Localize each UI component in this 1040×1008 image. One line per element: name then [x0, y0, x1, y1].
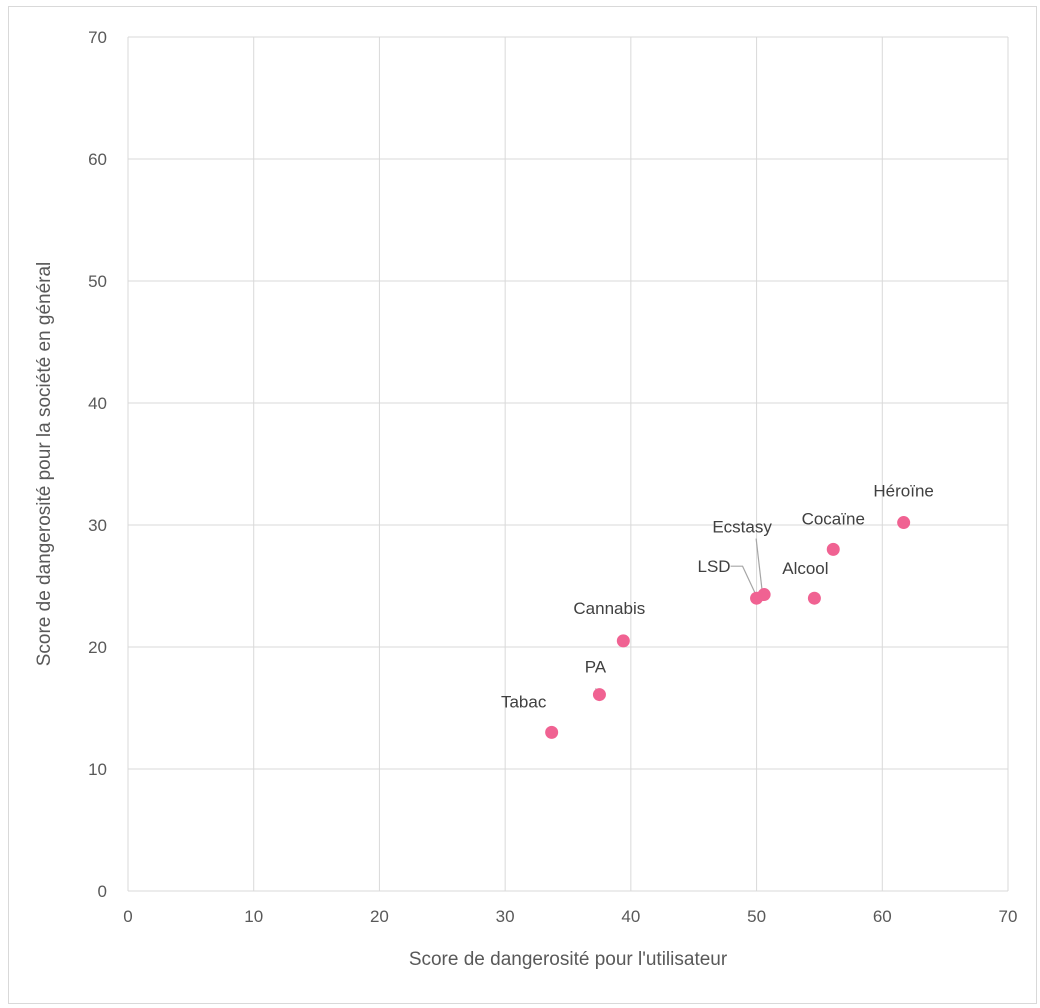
data-point	[897, 516, 911, 530]
data-point	[592, 688, 606, 702]
point-label: PA	[585, 658, 607, 677]
leader-line	[755, 538, 763, 591]
point-label: Ecstasy	[712, 518, 772, 537]
tick-labels: 0 10 20 30 40 50 60 70 0 10 20 30 40 50 60 70	[88, 28, 1017, 926]
data-point	[616, 634, 630, 648]
point-label: Héroïne	[873, 482, 933, 501]
data-points	[545, 516, 911, 739]
x-tick-label: 70	[999, 907, 1018, 926]
y-tick-label: 70	[88, 28, 107, 47]
leader-line	[730, 565, 758, 597]
x-tick-label: 10	[244, 907, 263, 926]
point-label: Alcool	[782, 559, 828, 578]
y-tick-label: 10	[88, 760, 107, 779]
data-point	[807, 591, 821, 605]
point-labels: Tabac PA Cannabis LSD Ecstasy Alcool Cocaïne Hé…	[501, 482, 934, 712]
x-tick-label: 0	[123, 907, 132, 926]
y-tick-label: 30	[88, 516, 107, 535]
y-axis-title: Score de dangerosité pour la société en …	[34, 262, 55, 667]
y-tick-label: 60	[88, 150, 107, 169]
y-tick-label: 40	[88, 394, 107, 413]
data-point	[757, 588, 771, 602]
data-point	[826, 542, 840, 556]
y-tick-label: 0	[98, 882, 107, 901]
x-tick-label: 20	[370, 907, 389, 926]
x-tick-label: 60	[873, 907, 892, 926]
x-axis-title: Score de dangerosité pour l'utilisateur	[409, 949, 728, 970]
chart-frame	[8, 6, 1037, 1004]
point-label: Tabac	[501, 692, 547, 711]
data-point	[545, 725, 559, 739]
x-tick-label: 40	[621, 907, 640, 926]
point-label: LSD	[697, 557, 730, 576]
x-tick-label: 50	[747, 907, 766, 926]
x-tick-label: 30	[496, 907, 515, 926]
y-tick-label: 20	[88, 638, 107, 657]
point-label: Cannabis	[573, 599, 645, 618]
point-label: Cocaïne	[802, 509, 865, 528]
grid-lines	[127, 36, 1009, 892]
y-tick-label: 50	[88, 272, 107, 291]
